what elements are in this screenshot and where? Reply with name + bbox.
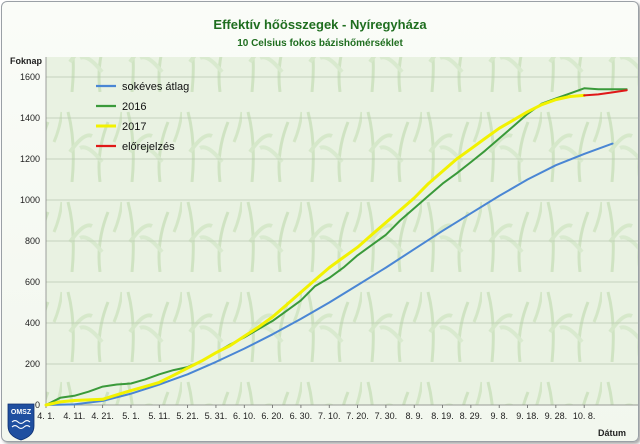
y-tick-label: 400: [25, 318, 40, 328]
y-tick-label: 1400: [20, 113, 40, 123]
legend-label-1: 2016: [122, 101, 146, 113]
x-tick-label: 10. 8.: [573, 411, 596, 421]
x-tick-label: 8. 19.: [431, 411, 454, 421]
series-line-3: [583, 89, 628, 97]
legend: sokéves átlag 2016 2017 előrejelzés: [96, 81, 189, 153]
x-tick-label: 7. 10.: [318, 411, 341, 421]
x-tick-label: 6. 30.: [290, 411, 313, 421]
x-tick-label: 9. 18.: [516, 411, 539, 421]
logo-text: OMSZ: [11, 409, 32, 416]
gridlines: [45, 57, 638, 406]
x-tick-label: 6. 20.: [261, 411, 284, 421]
chart-title: Effektív hőösszegek - Nyíregyháza: [213, 17, 427, 32]
x-tick-label: 5. 1.: [122, 411, 140, 421]
y-tick-label: 600: [25, 277, 40, 287]
x-tick-label: 8. 29.: [460, 411, 483, 421]
x-tick-label: 4. 11.: [63, 411, 85, 421]
x-tick-label: 5. 21.: [176, 411, 199, 421]
y-axis-ticks: 0 200 400 600 800 1000 1200 1400 1600: [20, 72, 40, 410]
x-tick-label: 5. 11.: [148, 411, 170, 421]
omsz-logo: OMSZ: [7, 403, 35, 441]
series-line-0: [45, 142, 614, 406]
y-tick-label: 0: [35, 400, 40, 410]
plot-background: [46, 57, 638, 405]
x-tick-label: 8. 9.: [405, 411, 423, 421]
y-tick-label: 1000: [20, 195, 40, 205]
y-tick-label: 200: [25, 359, 40, 369]
legend-label-3: előrejelzés: [122, 141, 175, 153]
x-axis-label: Dátum: [598, 428, 626, 438]
y-tick-label: 800: [25, 236, 40, 246]
legend-label-2: 2017: [122, 121, 146, 133]
x-tick-label: 5. 31.: [205, 411, 228, 421]
x-tick-label: 4. 1.: [37, 411, 55, 421]
series-lines: [44, 87, 628, 407]
chart-subtitle: 10 Celsius fokos bázishőmérséklet: [237, 38, 403, 49]
x-tick-label: 4. 21.: [91, 411, 114, 421]
x-tick-label: 7. 30.: [375, 411, 398, 421]
x-axis-ticks: 4. 1. 4. 11. 4. 21. 5. 1. 5. 11. 5. 21. 5. 31.…: [37, 405, 595, 421]
y-axis-label: Foknap: [10, 56, 43, 66]
x-tick-label: 7. 20.: [346, 411, 369, 421]
x-tick-label: 9. 8.: [490, 411, 508, 421]
y-tick-label: 1600: [20, 72, 40, 82]
x-tick-label: 9. 28.: [545, 411, 568, 421]
legend-label-0: sokéves átlag: [122, 81, 189, 93]
y-tick-label: 1200: [20, 154, 40, 164]
x-tick-label: 6. 10.: [233, 411, 256, 421]
series-line-2: [44, 93, 586, 407]
